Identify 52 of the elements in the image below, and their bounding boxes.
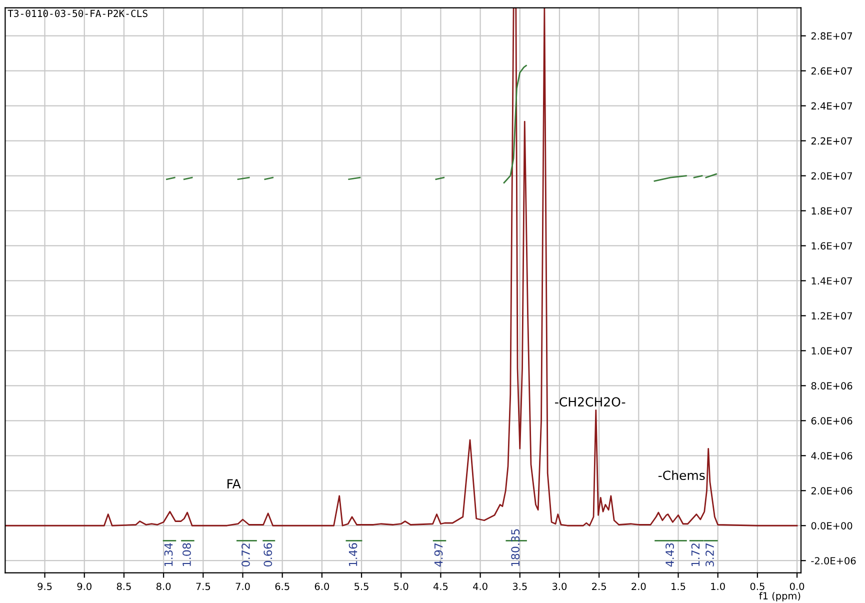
annotation: FA	[228, 479, 241, 488]
x-axis-title: f1 (ppm)	[759, 592, 800, 602]
x-tick-label: 6.0	[314, 582, 330, 590]
y-tick-label: 2.8E+07	[811, 32, 852, 40]
x-tick-label: 4.5	[433, 582, 448, 590]
chart-title: T3-0110-03-50-FA-P2K-CLS	[8, 10, 148, 18]
y-tick-label: 2.2E+07	[811, 137, 852, 145]
y-tick-label: 1.2E+07	[812, 312, 852, 320]
annotation: -CH2CH2O-	[555, 397, 626, 407]
y-tick-label: 1.6E+07	[812, 242, 852, 250]
x-tick-label: 3.5	[512, 582, 527, 590]
annotation: 1.34	[164, 543, 173, 566]
annotation: 1.08	[182, 543, 191, 566]
x-tick-label: 0.0	[790, 582, 804, 590]
x-tick-label: 6.5	[275, 582, 290, 590]
x-tick-label: 5.5	[354, 582, 368, 590]
annotation: 4.97	[434, 543, 443, 567]
x-tick-label: 8.5	[116, 582, 131, 590]
y-tick-label: 8.0E+06	[811, 382, 852, 390]
x-tick-label: 1.0	[711, 582, 725, 590]
y-tick-label: 4.0E+06	[811, 452, 852, 460]
y-tick-label: 6.0E+06	[811, 417, 852, 424]
x-tick-label: 4.0	[473, 582, 488, 590]
y-tick-label: 1.4E+07	[812, 277, 852, 285]
x-tick-label: 7.5	[196, 582, 210, 590]
y-tick-label: -2.0E+06	[811, 557, 856, 564]
x-tick-label: 3.0	[552, 582, 567, 590]
x-tick-label: 2.5	[592, 582, 606, 590]
annotation: 180.35	[511, 529, 520, 566]
annotation: 1.46	[348, 543, 358, 566]
y-tick-label: 1.0E+07	[812, 347, 852, 355]
x-tick-label: 0.5	[750, 582, 764, 590]
x-tick-label: 7.0	[236, 582, 250, 590]
annotation: -Chems	[658, 470, 705, 480]
annotation: 0.72	[242, 544, 250, 566]
x-tick-label: 9.5	[38, 582, 52, 590]
y-tick-label: 2.0E+06	[811, 487, 852, 494]
x-tick-label: 5.0	[394, 582, 408, 590]
annotation: 3.27	[706, 543, 714, 566]
y-tick-label: 2.0E+07	[811, 172, 852, 180]
annotation: 1.72	[691, 544, 700, 566]
y-tick-label: 1.8E+07	[812, 207, 852, 215]
annotation: 4.43	[666, 543, 674, 567]
y-tick-label: 2.6E+07	[811, 67, 852, 75]
line-series	[5, 8, 798, 526]
x-tick-label: 9.0	[77, 582, 92, 590]
annotation: 0.66	[264, 543, 272, 566]
x-tick-label: 8.0	[156, 582, 171, 590]
x-tick-label: 1.5	[672, 582, 686, 590]
x-tick-label: 2.0	[632, 582, 646, 590]
y-tick-label: 0.0E+00	[811, 522, 852, 530]
y-tick-label: 2.4E+07	[811, 102, 852, 110]
